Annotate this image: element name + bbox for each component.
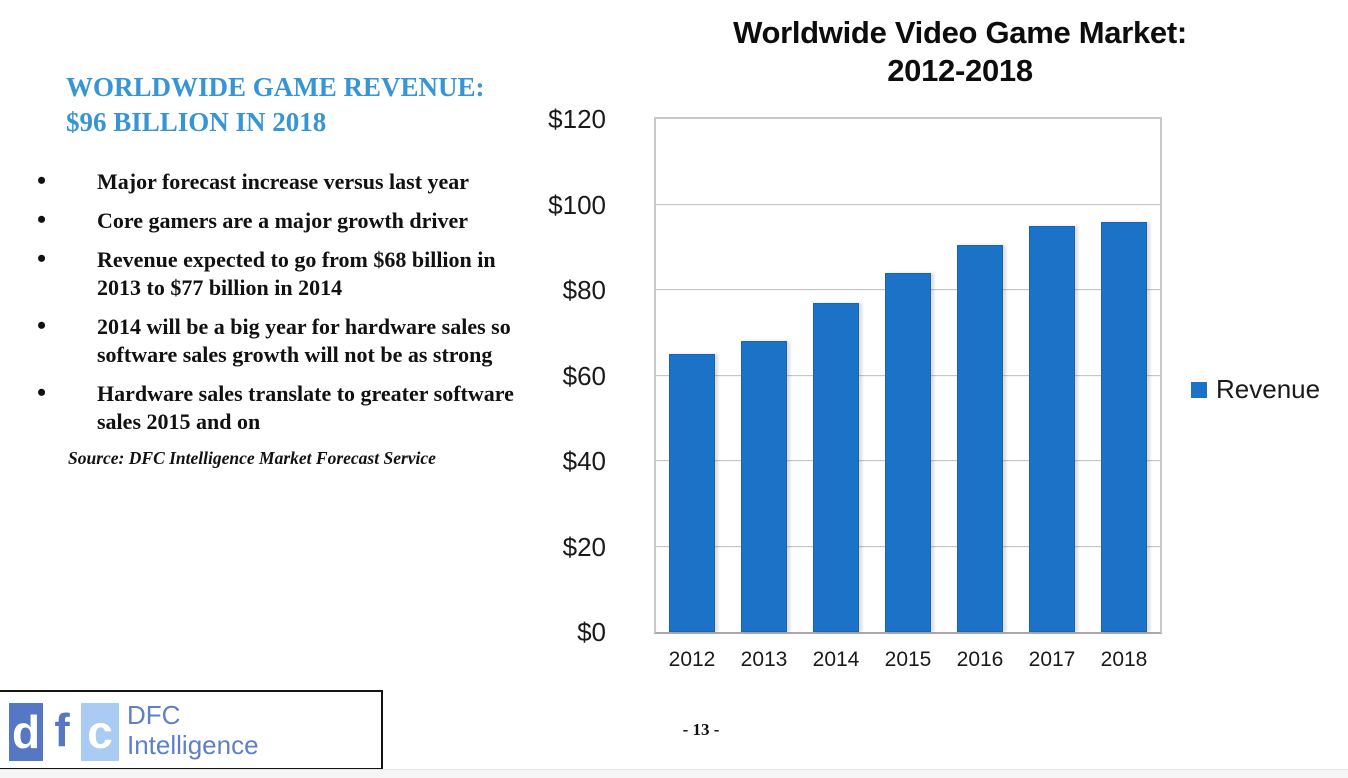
plot-area [654,117,1162,634]
bar-2017 [1029,225,1075,632]
bullet-item: Hardware sales translate to greater soft… [35,379,521,436]
bar-2014 [813,302,859,632]
gridline [656,203,1160,205]
bar-2015 [885,272,931,632]
chart-title-line2: 2012-2018 [887,53,1033,88]
chart-legend: Revenue [1191,374,1320,405]
x-tick-label: 2012 [668,648,716,671]
logo-wordmark-line1: DFC [127,700,181,730]
y-tick-label: $100 [548,189,606,220]
bar-2018 [1101,221,1147,632]
x-tick-label: 2017 [1028,648,1076,671]
logo-wordmark: DFC Intelligence [127,700,259,760]
chart-title-line1: Worldwide Video Game Market: [733,15,1187,50]
slide-heading-line1: WORLDWIDE GAME REVENUE: [66,72,485,102]
bar-2013 [741,341,787,632]
bullet-item: 2014 will be a big year for hardware sal… [35,312,521,369]
y-tick-label: $60 [562,360,606,391]
legend-swatch-icon [1191,381,1207,398]
bullet-item: Major forecast increase versus last year [35,167,521,196]
bar-2016 [957,245,1003,632]
legend-label: Revenue [1216,374,1321,404]
source-note: Source: DFC Intelligence Market Forecast… [68,448,436,468]
dfc-logo: d f c DFC Intelligence [0,690,383,770]
chart-title: Worldwide Video Game Market: 2012-2018 [620,14,1300,90]
x-tick-label: 2015 [884,648,932,671]
y-axis: $0 $20 $40 $60 $80 $100 $120 [500,106,630,645]
x-axis: 2012 2013 2014 2015 2016 2017 2018 [654,648,1162,678]
y-tick-label: $120 [548,104,606,134]
page-number: - 13 - [682,720,720,739]
bullet-item: Core gamers are a major growth driver [35,206,521,235]
y-tick-label: $40 [562,446,606,476]
logo-wordmark-line2: Intelligence [127,730,259,760]
bar-2012 [669,354,715,632]
x-tick-label: 2016 [956,648,1004,671]
logo-letter-c-icon: c [81,703,119,761]
x-tick-label: 2014 [812,648,860,671]
y-tick-label: $80 [562,275,606,305]
left-text-panel: WORLDWIDE GAME REVENUE: $96 BILLION IN 2… [35,70,540,469]
y-tick-label: $0 [577,617,606,647]
logo-letter-d-icon: d [9,703,43,761]
logo-letter-f-icon: f [48,699,76,761]
slide-heading: WORLDWIDE GAME REVENUE: $96 BILLION IN 2… [66,70,540,140]
bullet-list: Major forecast increase versus last year… [35,167,525,436]
x-tick-label: 2013 [740,648,788,671]
dfc-logo-tiles: d f c [9,699,119,761]
slide-heading-line2: $96 BILLION IN 2018 [66,107,327,137]
bullet-item: Revenue expected to go from $68 billion … [35,245,521,302]
y-tick-label: $20 [562,531,606,562]
bottom-strip [0,769,1348,778]
x-tick-label: 2018 [1100,648,1148,671]
